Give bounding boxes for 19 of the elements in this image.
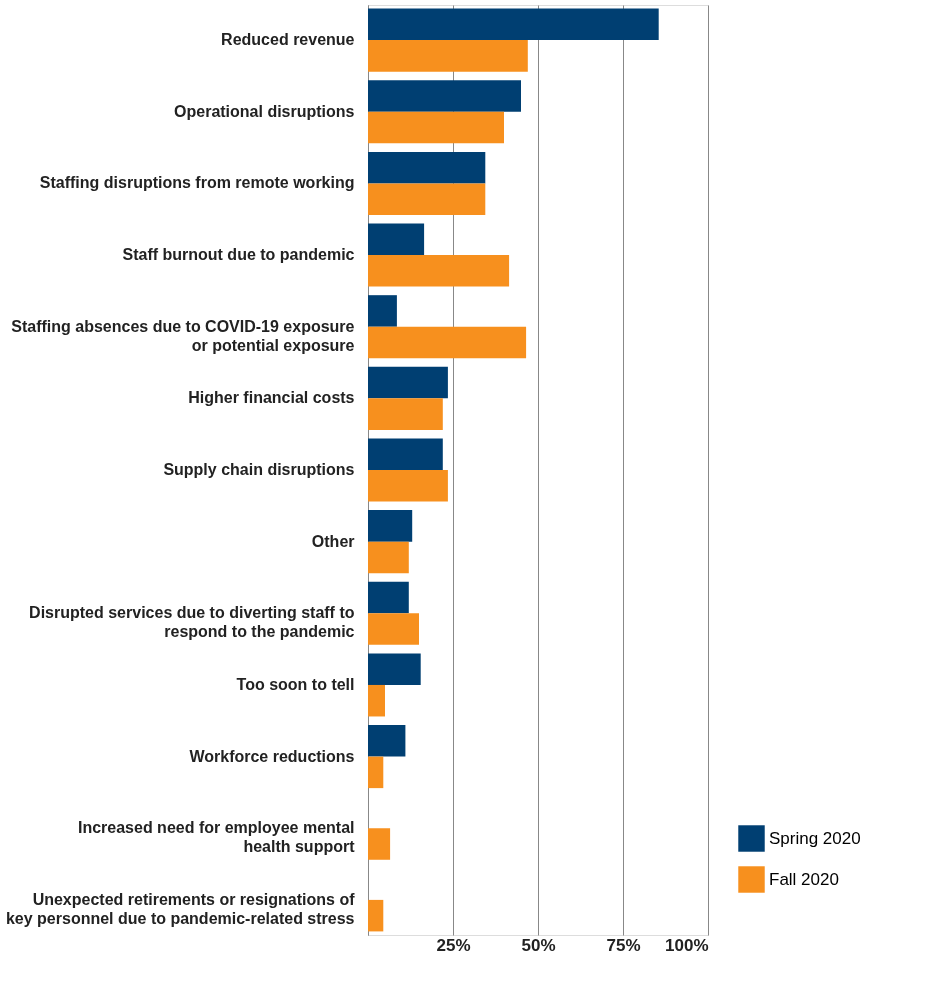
legend-label: Fall 2020	[769, 869, 839, 889]
y-tick-label: Higher financial costs	[188, 389, 355, 407]
legend-label: Spring 2020	[769, 828, 861, 848]
y-tick-label: Supply chain disruptions	[163, 461, 355, 478]
y-tick-label: Unexpected retirements or resignations of key personnel due to pandemic-related stress	[5, 890, 356, 927]
x-tick-label: 100%	[665, 935, 709, 955]
y-tick-label: Workforce reductions	[189, 747, 355, 765]
y-tick-label: Staff burnout due to pandemic	[122, 246, 355, 264]
y-tick-label: Staffing disruptions from remote working	[39, 174, 355, 192]
y-tick-label: Too soon to tell	[236, 675, 355, 693]
y-tick-label: Staffing absences due to COVID-19 exposure or potential exposure	[11, 317, 355, 354]
y-tick-label: Increased need for employee mental health support	[77, 819, 356, 856]
x-tick-label: 50%	[521, 935, 556, 955]
x-tick-label: 75%	[606, 935, 641, 955]
y-tick-label: Other	[311, 532, 355, 550]
y-tick-label: Operational disruptions	[174, 102, 355, 120]
y-tick-label: Disrupted services due to diverting staff to respond to the pandemic	[29, 604, 355, 641]
y-tick-label: Reduced revenue	[221, 31, 355, 49]
x-tick-label: 25%	[436, 935, 471, 955]
